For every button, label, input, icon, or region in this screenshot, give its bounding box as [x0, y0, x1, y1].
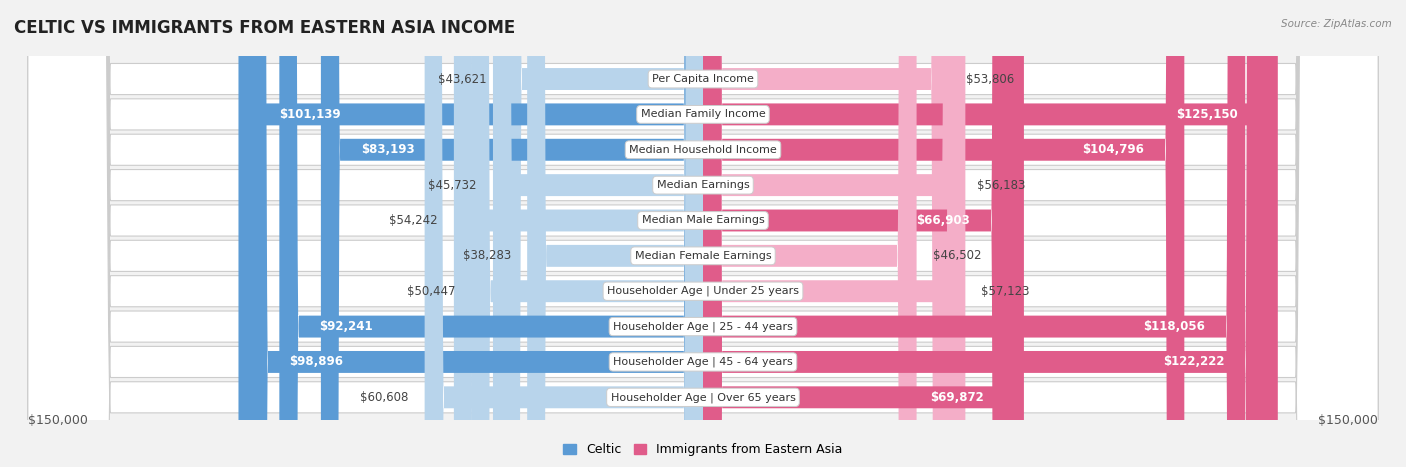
Text: $56,183: $56,183 [977, 178, 1025, 191]
Text: Median Family Income: Median Family Income [641, 109, 765, 120]
FancyBboxPatch shape [527, 0, 703, 467]
FancyBboxPatch shape [703, 0, 1246, 467]
Text: Householder Age | 45 - 64 years: Householder Age | 45 - 64 years [613, 357, 793, 367]
FancyBboxPatch shape [703, 0, 1278, 467]
Text: $98,896: $98,896 [290, 355, 343, 368]
FancyBboxPatch shape [503, 0, 703, 467]
Text: Median Household Income: Median Household Income [628, 145, 778, 155]
Text: $101,139: $101,139 [278, 108, 340, 121]
Text: $57,123: $57,123 [981, 285, 1031, 298]
FancyBboxPatch shape [28, 0, 1378, 467]
FancyBboxPatch shape [28, 0, 1378, 467]
FancyBboxPatch shape [28, 0, 1378, 467]
FancyBboxPatch shape [280, 0, 703, 467]
Text: Per Capita Income: Per Capita Income [652, 74, 754, 84]
Text: $66,903: $66,903 [917, 214, 970, 227]
FancyBboxPatch shape [703, 0, 1264, 467]
Text: Median Female Earnings: Median Female Earnings [634, 251, 772, 261]
FancyBboxPatch shape [454, 0, 703, 467]
FancyBboxPatch shape [28, 0, 1378, 467]
Text: Householder Age | 25 - 44 years: Householder Age | 25 - 44 years [613, 321, 793, 332]
FancyBboxPatch shape [703, 0, 1024, 467]
FancyBboxPatch shape [494, 0, 703, 467]
Text: Householder Age | Over 65 years: Householder Age | Over 65 years [610, 392, 796, 403]
FancyBboxPatch shape [249, 0, 703, 467]
Text: $43,621: $43,621 [437, 72, 486, 85]
Text: $46,502: $46,502 [932, 249, 981, 262]
Text: $92,241: $92,241 [319, 320, 373, 333]
Text: $50,447: $50,447 [406, 285, 456, 298]
FancyBboxPatch shape [321, 0, 703, 467]
FancyBboxPatch shape [703, 0, 962, 467]
FancyBboxPatch shape [239, 0, 703, 467]
Text: $54,242: $54,242 [389, 214, 437, 227]
Text: Source: ZipAtlas.com: Source: ZipAtlas.com [1281, 19, 1392, 28]
FancyBboxPatch shape [703, 0, 950, 467]
Text: CELTIC VS IMMIGRANTS FROM EASTERN ASIA INCOME: CELTIC VS IMMIGRANTS FROM EASTERN ASIA I… [14, 19, 516, 37]
Text: $150,000: $150,000 [1319, 414, 1378, 427]
Text: $104,796: $104,796 [1083, 143, 1144, 156]
Text: $83,193: $83,193 [361, 143, 415, 156]
Text: Householder Age | Under 25 years: Householder Age | Under 25 years [607, 286, 799, 297]
Text: $150,000: $150,000 [28, 414, 87, 427]
FancyBboxPatch shape [703, 0, 917, 467]
Text: $118,056: $118,056 [1143, 320, 1205, 333]
FancyBboxPatch shape [28, 0, 1378, 467]
FancyBboxPatch shape [703, 0, 1011, 467]
Text: $122,222: $122,222 [1163, 355, 1225, 368]
Text: $53,806: $53,806 [966, 72, 1015, 85]
Text: $38,283: $38,283 [463, 249, 512, 262]
FancyBboxPatch shape [28, 0, 1378, 467]
FancyBboxPatch shape [28, 0, 1378, 467]
FancyBboxPatch shape [28, 0, 1378, 467]
FancyBboxPatch shape [425, 0, 703, 467]
FancyBboxPatch shape [703, 0, 1184, 467]
FancyBboxPatch shape [28, 0, 1378, 467]
Legend: Celtic, Immigrants from Eastern Asia: Celtic, Immigrants from Eastern Asia [558, 439, 848, 461]
Text: Median Male Earnings: Median Male Earnings [641, 215, 765, 226]
FancyBboxPatch shape [471, 0, 703, 467]
Text: $125,150: $125,150 [1175, 108, 1237, 121]
Text: Median Earnings: Median Earnings [657, 180, 749, 190]
Text: $45,732: $45,732 [429, 178, 477, 191]
FancyBboxPatch shape [703, 0, 966, 467]
Text: $69,872: $69,872 [929, 391, 984, 404]
Text: $60,608: $60,608 [360, 391, 409, 404]
FancyBboxPatch shape [28, 0, 1378, 467]
